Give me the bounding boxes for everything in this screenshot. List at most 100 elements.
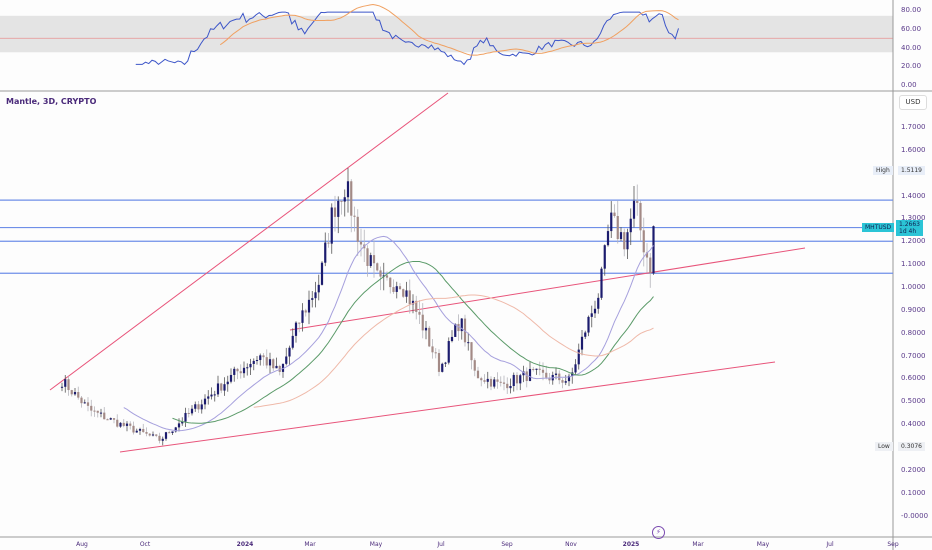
currency-button[interactable]: USD [899, 95, 927, 110]
candle-body [83, 402, 86, 404]
price-axis-label: 0.8000 [901, 328, 926, 337]
candle-body [278, 365, 281, 372]
candle-body [564, 381, 567, 383]
candle-body [311, 298, 314, 300]
candle-body [229, 374, 233, 382]
candle-body [116, 419, 119, 427]
candle-body [528, 368, 532, 381]
candle-body [275, 365, 278, 369]
candle-body [288, 347, 291, 357]
candle-body [96, 410, 99, 413]
moving-average-line [123, 235, 654, 432]
candle-body [177, 423, 181, 428]
candle-body [476, 370, 480, 379]
candle-body [567, 375, 571, 382]
candle-body [639, 202, 642, 231]
moving-average-line [172, 260, 654, 424]
candle-body [606, 231, 610, 246]
candle-body [610, 212, 613, 232]
candle-body [142, 428, 145, 433]
candle-body [600, 268, 603, 298]
candle-body [317, 284, 320, 293]
price-axis-label: 1.0000 [901, 283, 926, 291]
bar-countdown: 1d 4h [899, 228, 917, 235]
candle-body [580, 336, 584, 350]
candle-body [649, 257, 652, 274]
candle-body [207, 396, 210, 399]
candle-body [346, 181, 350, 198]
candle-body [467, 342, 470, 344]
price-axis-label: 1.2000 [901, 237, 926, 246]
candle-body [320, 262, 324, 285]
low-label: Low [875, 442, 893, 451]
candle-body [148, 433, 151, 436]
candle-body [457, 323, 460, 332]
candle-body [164, 432, 168, 439]
candle-body [307, 299, 311, 313]
candle-body [642, 230, 645, 253]
candle-body [99, 412, 103, 414]
price-axis-label: 0.1000 [901, 488, 926, 497]
candle-body [645, 252, 649, 258]
rsi-axis-label: 60.00 [901, 24, 922, 33]
last-price: 1.2663 [899, 221, 920, 228]
rsi-band [0, 15, 893, 53]
candle-body [389, 277, 392, 288]
candle-body [613, 212, 616, 217]
price-axis-label: 1.3000 [901, 214, 926, 223]
candle-body [424, 327, 428, 331]
candle-body [93, 410, 96, 412]
candle-body [64, 379, 67, 387]
candle-body [509, 386, 512, 389]
candle-body [60, 386, 64, 388]
candle-body [223, 384, 226, 391]
candle-body [369, 255, 372, 266]
candle-body [519, 375, 522, 384]
candle-body [262, 355, 265, 358]
candle-body [327, 242, 330, 244]
time-axis-label: May [369, 541, 383, 548]
time-axis-label: Aug [76, 541, 88, 548]
candle-body [460, 318, 463, 332]
candle-body [392, 287, 395, 292]
candle-body [408, 290, 411, 305]
candle-body [236, 368, 239, 372]
candle-body [220, 383, 223, 391]
candle-body [281, 363, 285, 372]
candle-body [80, 397, 83, 404]
candle-body [103, 412, 106, 420]
time-axis-label: Sep [887, 541, 899, 548]
candle-body [161, 438, 164, 441]
last-price-tag: 1.2663 1d 4h [896, 220, 923, 236]
price-axis-label: 1.4000 [901, 191, 926, 200]
price-axis-label: 0.6000 [901, 374, 926, 383]
candle-body [616, 216, 619, 240]
high-label: High [873, 166, 893, 175]
price-axis-label: 1.1000 [901, 260, 926, 269]
candle-body [515, 374, 519, 384]
candle-body [187, 412, 190, 414]
candle-body [122, 422, 125, 426]
candle-body [512, 374, 515, 387]
candle-body [181, 421, 184, 424]
candle-body [255, 360, 259, 362]
candle-body [135, 430, 138, 433]
time-axis-label: Mar [304, 541, 316, 548]
candle-body [291, 335, 294, 348]
candle-body [353, 215, 356, 217]
candle-body [444, 362, 447, 364]
rsi-axis-label: 20.00 [901, 62, 922, 71]
candle-body [415, 300, 418, 312]
candle-body [418, 311, 421, 315]
lightning-icon[interactable]: ⚡ [652, 526, 665, 539]
candle-body [272, 359, 275, 369]
candle-body [652, 226, 655, 274]
time-axis-label: Jul [437, 541, 445, 548]
candle-body [561, 380, 564, 383]
candle-body [532, 368, 535, 370]
candle-body [431, 346, 434, 353]
candle-body [184, 412, 187, 422]
candle-body [155, 434, 158, 436]
candle-body [200, 404, 203, 410]
